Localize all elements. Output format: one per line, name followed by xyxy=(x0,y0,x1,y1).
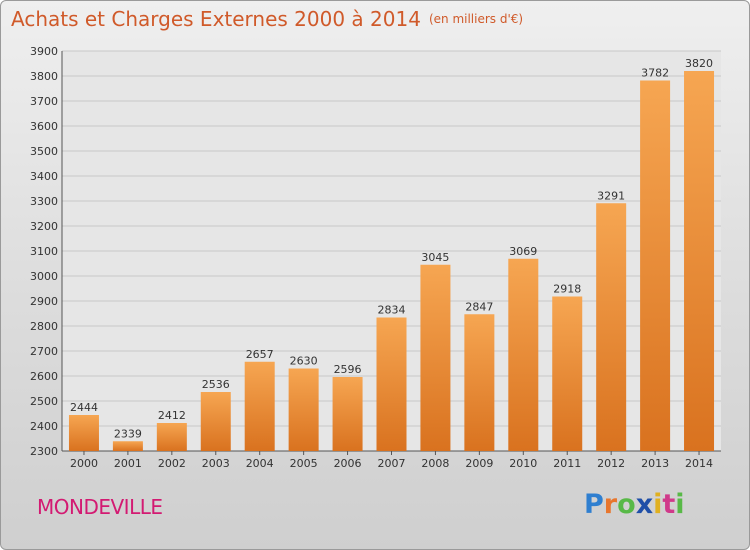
bar xyxy=(420,264,451,451)
bar xyxy=(112,441,143,451)
data-label: 2630 xyxy=(290,355,318,368)
bar xyxy=(640,80,671,451)
bar xyxy=(596,203,627,451)
data-label: 3045 xyxy=(421,251,449,264)
bar xyxy=(508,258,539,451)
logo-letter: i xyxy=(675,489,685,520)
x-tick-label: 2005 xyxy=(290,457,318,470)
bar xyxy=(552,296,583,451)
bar xyxy=(332,377,363,451)
bar xyxy=(684,71,715,451)
x-tick-label: 2007 xyxy=(378,457,406,470)
logo-letter: r xyxy=(603,489,618,520)
x-tick-label: 2002 xyxy=(158,457,186,470)
y-tick-label: 3800 xyxy=(30,70,58,83)
x-tick-label: 2004 xyxy=(246,457,274,470)
data-label: 2412 xyxy=(158,409,186,422)
logo-letter: P xyxy=(584,489,604,520)
y-tick-label: 3300 xyxy=(30,195,58,208)
x-tick-label: 2000 xyxy=(70,457,98,470)
x-tick-label: 2013 xyxy=(641,457,669,470)
data-label: 2834 xyxy=(378,304,406,317)
y-tick-label: 3600 xyxy=(30,120,58,133)
x-tick-label: 2003 xyxy=(202,457,230,470)
bar xyxy=(68,415,99,451)
bar xyxy=(244,361,275,451)
x-tick-label: 2008 xyxy=(421,457,449,470)
y-tick-label: 3500 xyxy=(30,145,58,158)
y-tick-label: 2500 xyxy=(30,395,58,408)
y-tick-label: 3400 xyxy=(30,170,58,183)
proxiti-logo: Proxiti xyxy=(584,489,685,520)
commune-name: MONDEVILLE xyxy=(37,495,163,519)
logo-letter: o xyxy=(617,489,636,520)
y-tick-label: 2800 xyxy=(30,320,58,333)
data-label: 3069 xyxy=(509,245,537,258)
y-tick-label: 3000 xyxy=(30,270,58,283)
bar xyxy=(200,392,231,451)
chart-subtitle: (en milliers d'€) xyxy=(428,12,524,26)
data-label: 3291 xyxy=(597,189,625,202)
bar xyxy=(464,314,495,451)
chart-title: Achats et Charges Externes 2000 à 2014 (e… xyxy=(11,7,523,31)
logo-letter: x xyxy=(635,489,654,520)
data-label: 2918 xyxy=(553,283,581,296)
chart-title-text: Achats et Charges Externes 2000 à 2014 xyxy=(11,7,421,31)
data-label: 2536 xyxy=(202,378,230,391)
y-tick-label: 2400 xyxy=(30,420,58,433)
y-tick-label: 2600 xyxy=(30,370,58,383)
data-label: 2657 xyxy=(246,348,274,361)
data-label: 2847 xyxy=(465,300,493,313)
y-tick-label: 2900 xyxy=(30,295,58,308)
y-tick-label: 3900 xyxy=(30,45,58,58)
data-label: 3820 xyxy=(685,57,713,70)
y-tick-label: 2700 xyxy=(30,345,58,358)
data-label: 2596 xyxy=(334,363,362,376)
x-tick-label: 2012 xyxy=(597,457,625,470)
bar xyxy=(288,368,319,451)
x-tick-label: 2011 xyxy=(553,457,581,470)
data-label: 3782 xyxy=(641,67,669,80)
logo-letter: i xyxy=(653,489,663,520)
y-tick-label: 3100 xyxy=(30,245,58,258)
data-label: 2444 xyxy=(70,401,98,414)
x-tick-label: 2001 xyxy=(114,457,142,470)
x-tick-label: 2014 xyxy=(685,457,713,470)
logo-letter: t xyxy=(662,489,676,520)
y-tick-label: 2300 xyxy=(30,445,58,458)
bar xyxy=(156,423,187,451)
x-tick-label: 2010 xyxy=(509,457,537,470)
x-tick-label: 2009 xyxy=(465,457,493,470)
x-tick-label: 2006 xyxy=(334,457,362,470)
y-tick-label: 3200 xyxy=(30,220,58,233)
bar xyxy=(376,317,407,451)
y-tick-label: 3700 xyxy=(30,95,58,108)
data-label: 2339 xyxy=(114,427,142,440)
